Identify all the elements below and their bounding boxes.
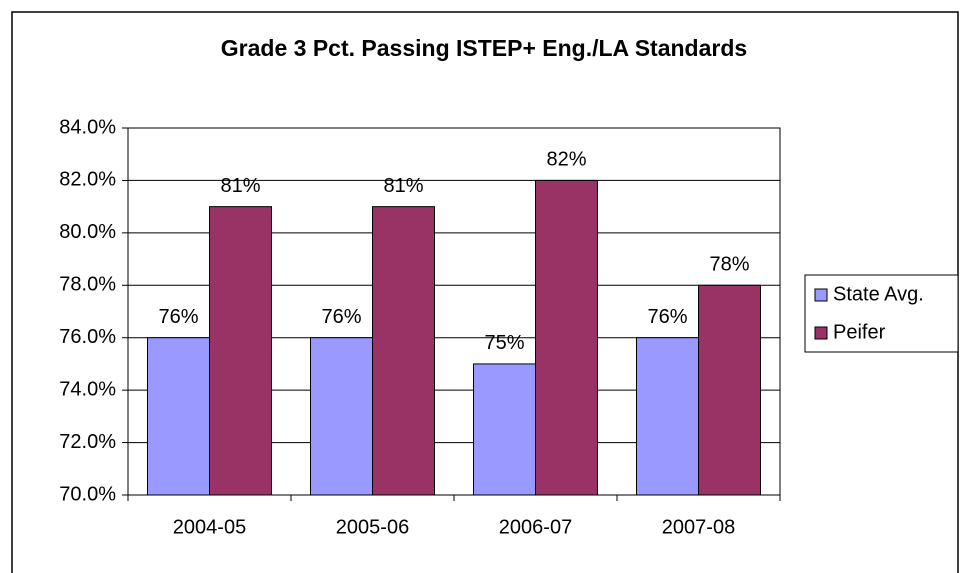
bar — [310, 337, 373, 496]
bar — [535, 179, 598, 496]
data-label: 75% — [484, 332, 524, 354]
bar — [372, 206, 435, 496]
bar — [698, 284, 761, 496]
y-tick-label: 80.0% — [59, 221, 116, 243]
x-tick-label: 2007-08 — [662, 516, 735, 538]
data-label: 82% — [546, 149, 586, 171]
legend-swatch — [814, 326, 828, 340]
x-tick-label: 2005-06 — [336, 516, 409, 538]
legend-swatch — [814, 288, 828, 302]
data-label: 76% — [647, 306, 687, 328]
y-tick-label: 70.0% — [59, 483, 116, 505]
y-tick-label: 84.0% — [59, 116, 116, 138]
y-tick-label: 78.0% — [59, 274, 116, 296]
y-tick-label: 72.0% — [59, 431, 116, 453]
legend-label: Peifer — [833, 321, 886, 343]
chart-title: Grade 3 Pct. Passing ISTEP+ Eng./LA Stan… — [221, 35, 747, 61]
data-label: 81% — [220, 175, 260, 197]
legend-label: State Avg. — [833, 283, 924, 305]
bar — [209, 206, 272, 496]
bar — [636, 337, 699, 496]
legend-box — [804, 274, 959, 353]
bar — [147, 337, 210, 496]
data-label: 76% — [321, 306, 361, 328]
y-tick-label: 76.0% — [59, 326, 116, 348]
x-tick-label: 2006-07 — [499, 516, 572, 538]
x-tick-label: 2004-05 — [173, 516, 246, 538]
data-label: 76% — [158, 306, 198, 328]
data-label: 81% — [383, 175, 423, 197]
y-tick-label: 74.0% — [59, 378, 116, 400]
data-label: 78% — [709, 254, 749, 276]
bar — [473, 363, 536, 496]
y-tick-label: 82.0% — [59, 169, 116, 191]
